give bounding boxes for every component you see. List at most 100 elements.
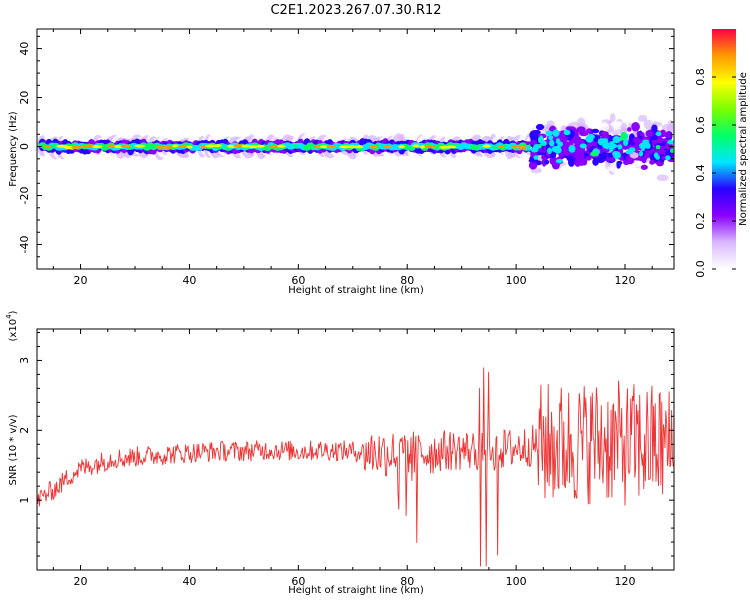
heatmap-cell: [424, 145, 437, 149]
heatmap-cell: [497, 145, 505, 149]
heatmap-cell: [653, 152, 659, 159]
figure-title: C2E1.2023.267.07.30.R12: [270, 3, 441, 18]
x-tick-label: 60: [291, 274, 305, 287]
heatmap-cell: [92, 145, 103, 149]
heatmap-cell: [538, 135, 544, 144]
heatmap-cell: [571, 136, 580, 144]
colorbar-tick-label: 0.2: [694, 212, 707, 230]
heatmap-cell: [446, 145, 457, 149]
y-tick-label: 1: [18, 497, 31, 504]
heatmap-cell: [645, 129, 654, 138]
heatmap-cell: [248, 145, 259, 149]
x-tick-label: 100: [506, 575, 527, 588]
heatmap-cell: [347, 145, 358, 149]
heatmap-y-label: Frequency (Hz): [8, 111, 19, 187]
snr-frame: [36, 328, 675, 571]
heatmap-cell: [601, 138, 609, 144]
heatmap-cell: [617, 144, 623, 150]
heatmap-cell: [186, 145, 193, 149]
heatmap-cell: [576, 117, 586, 129]
heatmap-cell: [601, 131, 609, 137]
heatmap-cell: [552, 129, 560, 137]
colorbar-tick-label: 0.0: [694, 260, 707, 278]
heatmap-cell: [549, 139, 555, 147]
heatmap-cell: [511, 145, 519, 149]
y-tick-label: -20: [18, 187, 31, 205]
snr-multiplier-close: ): [8, 310, 19, 314]
heatmap-cell: [584, 156, 592, 161]
heatmap-cell: [655, 131, 662, 137]
heatmap-cell: [398, 145, 406, 149]
heatmap-frame: [36, 28, 675, 270]
heatmap-cell: [645, 142, 651, 149]
heatmap-cell: [533, 143, 541, 150]
heatmap-cell: [651, 135, 658, 141]
heatmap-cell: [544, 159, 550, 165]
heatmap-cell: [587, 147, 594, 153]
snr-multiplier-exp: 4: [5, 314, 13, 319]
snr-axes: 20 40 60 80 100 120 1 2 3: [18, 329, 674, 588]
heatmap-cell: [326, 145, 336, 149]
heatmap-cell: [516, 145, 528, 149]
heatmap-cell: [580, 165, 593, 170]
colorbar-tick-label: 0.4: [694, 164, 707, 182]
heatmap-cell: [598, 122, 610, 132]
heatmap-cell: [656, 174, 669, 182]
heatmap-cell: [205, 144, 217, 148]
heatmap-cell: [533, 155, 539, 160]
heatmap-x-label: Height of straight line (km): [288, 285, 424, 296]
heatmap-cell: [604, 141, 610, 150]
heatmap-cell: [172, 144, 179, 148]
heatmap-cell: [383, 145, 392, 149]
heatmap-cell: [320, 145, 328, 149]
heatmap-cell: [609, 113, 616, 123]
snr-y-label: SNR (10 * v/v): [8, 414, 19, 485]
heatmap-cell: [631, 121, 640, 132]
heatmap-cell: [178, 144, 187, 148]
heatmap-cell: [547, 147, 553, 155]
heatmap-cell: [550, 151, 557, 159]
heatmap-cell: [555, 158, 563, 164]
snr-series-line: [37, 367, 674, 567]
x-tick-label: 80: [400, 575, 414, 588]
heatmap-cell: [639, 132, 645, 137]
y-tick-label: -40: [18, 236, 31, 254]
snr-x-label: Height of straight line (km): [288, 585, 424, 596]
heatmap-cell: [134, 144, 146, 148]
heatmap-cell: [649, 154, 655, 161]
heatmap-cell: [612, 135, 621, 144]
heatmap-axes: 20 40 60 80 100 120 40 20 0 -20 -40: [18, 29, 674, 287]
heatmap-cell: [608, 144, 614, 153]
heatmap-cell: [419, 145, 427, 149]
heatmap-cell: [610, 161, 618, 173]
y-tick-label: 0: [18, 143, 31, 150]
snr-multiplier: (x104): [5, 310, 19, 341]
heatmap-plot: [37, 113, 674, 182]
heatmap-cell: [559, 114, 569, 124]
colorbar-tick-label: 0.6: [694, 116, 707, 134]
colorbar-label: Normalized spectral amplitude: [738, 72, 749, 226]
x-tick-label: 40: [182, 575, 196, 588]
heatmap-cell: [628, 147, 636, 153]
heatmap-cell: [620, 131, 628, 140]
heatmap-cell: [213, 144, 222, 148]
y-tick-label: 2: [18, 427, 31, 434]
heatmap-cell: [637, 115, 648, 122]
heatmap-cell: [616, 160, 623, 165]
heatmap-cell: [534, 119, 541, 126]
heatmap-cell: [585, 135, 594, 143]
heatmap-cell: [655, 145, 661, 150]
heatmap-cell: [666, 123, 674, 133]
heatmap-cell: [368, 145, 379, 149]
heatmap-cell: [579, 143, 587, 149]
heatmap-cell: [664, 131, 672, 139]
x-tick-label: 40: [182, 274, 196, 287]
heatmap-cell: [268, 145, 281, 149]
heatmap-cell: [649, 159, 656, 165]
heatmap-cell: [627, 127, 632, 132]
snr-line-plot: [37, 367, 674, 567]
y-tick-label: 3: [18, 357, 31, 364]
heatmap-cell: [642, 139, 650, 144]
heatmap-cell: [669, 148, 674, 153]
